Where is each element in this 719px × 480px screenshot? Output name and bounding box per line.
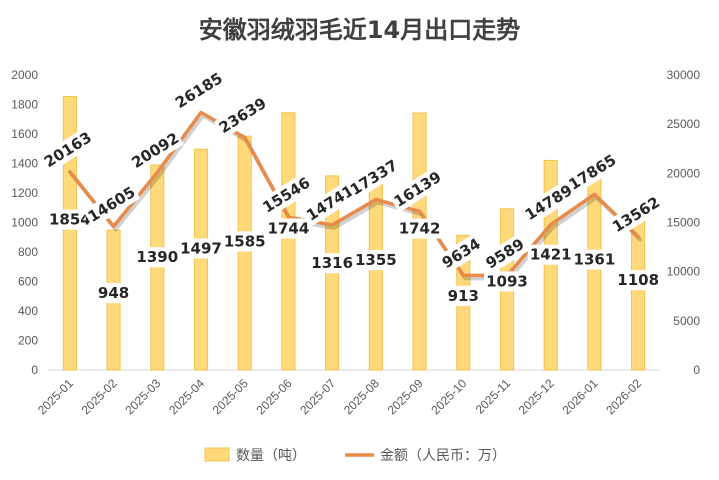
bar-label: 913 — [448, 287, 479, 305]
bar-label: 1093 — [486, 272, 528, 290]
y-left-tick-label: 400 — [18, 304, 38, 318]
y-left-tick-label: 1400 — [11, 157, 38, 171]
line-label-bg — [39, 127, 96, 173]
bar-label-bg — [178, 238, 224, 259]
series-line-shadow — [69, 113, 643, 281]
bar — [237, 135, 252, 371]
bar-label-bg — [352, 250, 399, 271]
bar-label: 1421 — [530, 246, 572, 264]
bar-label: 1355 — [355, 251, 397, 269]
bar — [281, 112, 296, 371]
legend-bar-swatch — [204, 447, 230, 462]
x-tick-label: 2025-11 — [473, 376, 514, 417]
line-label-bg — [214, 93, 271, 138]
y-left-tick-label: 2000 — [11, 68, 38, 82]
series-line — [68, 110, 640, 278]
bar — [62, 96, 77, 371]
x-tick-label: 2025-08 — [341, 376, 382, 417]
line-label-bg — [389, 166, 446, 212]
bar-label-bg — [309, 253, 356, 274]
bar-label: 1390 — [136, 248, 178, 266]
y-right-tick-label: 5000 — [673, 314, 700, 328]
bar — [150, 164, 165, 371]
bar-label-bg — [46, 209, 93, 230]
x-tick-label: 2025-01 — [35, 376, 76, 417]
bar-label: 948 — [98, 284, 129, 302]
bar-label-bg — [396, 218, 443, 239]
legend-line-label: 金额（人民币：万） — [380, 448, 506, 464]
bar-label-bg — [527, 244, 574, 265]
bar-label: 1742 — [399, 220, 441, 238]
y-left-tick-label: 1600 — [11, 127, 38, 141]
line-label-bg — [437, 233, 486, 274]
x-tick-label: 2025-02 — [79, 376, 120, 417]
line-label-bg — [520, 180, 577, 226]
x-tick-label: 2025-06 — [253, 376, 294, 417]
y-right-tick-label: 30000 — [667, 68, 701, 82]
bar — [412, 112, 427, 371]
x-tick-label: 2025-05 — [210, 376, 251, 417]
x-tick-label: 2025-10 — [428, 376, 469, 417]
bar — [193, 148, 209, 371]
y-left-tick-label: 600 — [18, 275, 38, 289]
bar-label-bg — [615, 270, 662, 291]
bar-label-bg — [95, 283, 132, 304]
chart-title: 安徽羽绒羽毛近14月出口走势 — [198, 16, 521, 44]
bar-label: 1744 — [268, 220, 310, 238]
bar-label-bg — [221, 231, 268, 252]
bar-label-bg — [445, 285, 482, 306]
x-tick-label: 2026-02 — [603, 376, 644, 417]
bar-label: 1854 — [49, 211, 91, 229]
line-label-group: 23639 — [214, 93, 271, 138]
bar-label: 1108 — [617, 271, 659, 289]
y-right-tick-label: 15000 — [667, 216, 701, 230]
x-tick-label: 2025-04 — [166, 376, 207, 417]
line-label-group: 26185 — [170, 68, 228, 113]
legend-bar-label: 数量（吨） — [236, 448, 306, 464]
line-label-bg — [302, 180, 359, 226]
bar-label: 1316 — [311, 254, 353, 272]
y-left-tick-label: 1800 — [11, 98, 38, 112]
line-label-bg — [83, 181, 140, 227]
line-label-bg — [564, 149, 621, 195]
y-right-tick-label: 0 — [693, 363, 700, 377]
y-right-tick-label: 10000 — [667, 265, 701, 279]
y-right-tick-label: 20000 — [667, 166, 701, 180]
line-label-bg — [258, 172, 315, 218]
line-label-bg — [345, 155, 402, 200]
y-left-tick-label: 800 — [18, 245, 38, 259]
line-label-bg — [170, 68, 228, 113]
bar-label-bg — [265, 218, 312, 239]
y-left-tick-label: 1000 — [11, 216, 38, 230]
bar-label: 1497 — [180, 240, 222, 258]
bar-label-bg — [571, 249, 618, 270]
x-tick-label: 2025-09 — [385, 376, 426, 417]
bar-label: 1585 — [224, 232, 266, 250]
line-label-bg — [608, 192, 665, 238]
bar-label: 1361 — [574, 251, 616, 269]
line-label-bg — [127, 127, 184, 173]
bar-label-bg — [134, 247, 181, 268]
y-right-tick-label: 25000 — [667, 117, 701, 131]
y-left-tick-label: 200 — [18, 334, 38, 348]
y-left-tick-label: 0 — [31, 363, 38, 377]
y-left-tick-label: 1200 — [11, 186, 38, 200]
x-tick-label: 2025-03 — [122, 376, 163, 417]
x-tick-label: 2025-12 — [516, 376, 557, 417]
x-tick-label: 2025-07 — [297, 376, 338, 417]
x-tick-label: 2026-01 — [559, 376, 600, 417]
bar-label-bg — [484, 271, 530, 292]
line-label-bg — [480, 233, 530, 274]
